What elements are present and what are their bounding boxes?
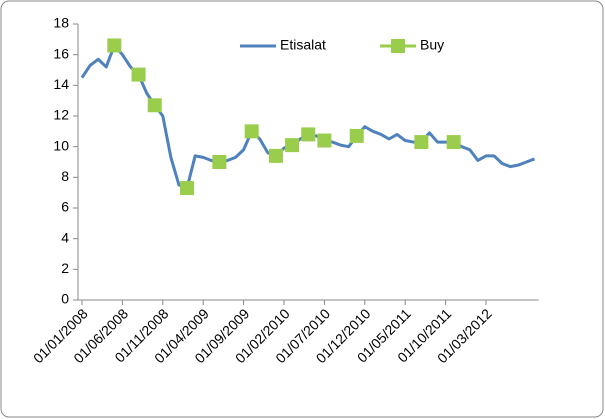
y-tick-label: 14 bbox=[53, 76, 69, 92]
buy-marker bbox=[147, 98, 162, 113]
y-tick-label: 8 bbox=[61, 168, 69, 184]
buy-marker bbox=[446, 135, 461, 150]
buy-marker bbox=[180, 181, 195, 196]
y-tick-label: 12 bbox=[53, 107, 69, 123]
buy-marker bbox=[301, 127, 316, 142]
buy-marker bbox=[212, 155, 227, 169]
y-tick-label: 4 bbox=[61, 229, 69, 245]
buy-marker bbox=[414, 135, 429, 150]
y-tick-label: 0 bbox=[61, 291, 69, 307]
legend-label: Etisalat bbox=[280, 37, 326, 53]
buy-marker bbox=[349, 128, 364, 143]
y-tick-label: 18 bbox=[53, 15, 69, 31]
legend-swatch bbox=[391, 39, 405, 53]
buy-marker bbox=[285, 138, 300, 153]
y-tick-label: 6 bbox=[61, 199, 69, 215]
buy-marker bbox=[317, 133, 332, 148]
y-tick-label: 2 bbox=[61, 260, 69, 276]
buy-marker bbox=[244, 124, 259, 139]
y-tick-label: 10 bbox=[53, 137, 69, 153]
buy-marker bbox=[107, 38, 122, 53]
legend-label: Buy bbox=[420, 37, 444, 53]
buy-marker bbox=[131, 67, 146, 82]
y-tick-label: 16 bbox=[53, 45, 69, 61]
buy-marker bbox=[268, 148, 283, 163]
